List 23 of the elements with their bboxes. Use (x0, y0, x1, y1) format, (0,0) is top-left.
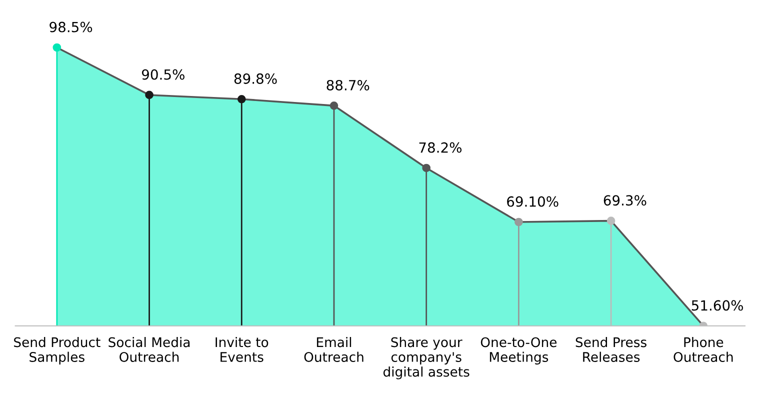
data-label: 51.60% (692, 300, 743, 311)
data-label: 89.8% (234, 73, 277, 84)
x-tick-label: Email Outreach (304, 336, 364, 362)
data-label: 90.5% (142, 69, 184, 80)
data-label: 88.7% (326, 80, 370, 90)
point (514, 218, 523, 226)
x-tick-label: Phone Outreach (674, 336, 733, 362)
data-label: 98.5% (50, 22, 92, 32)
point (422, 164, 431, 172)
x-tick-label: Social Media Outreach (108, 336, 190, 362)
x-tick-label: Share your company's digital assets (383, 336, 470, 380)
point (52, 43, 62, 52)
point (606, 216, 616, 225)
data-label: 69.10% (507, 196, 558, 207)
x-tick-label: Send Press Releases (576, 336, 646, 362)
point (330, 101, 338, 110)
x-tick-label: One-to-One Meetings (480, 337, 557, 365)
x-tick-label: Send Product Samples (14, 336, 100, 365)
point (237, 94, 246, 104)
data-label: 78.2% (419, 142, 462, 153)
x-tick-label: Invite to Events (216, 336, 268, 362)
data-label: 69.3% (604, 195, 646, 206)
point (145, 90, 154, 100)
